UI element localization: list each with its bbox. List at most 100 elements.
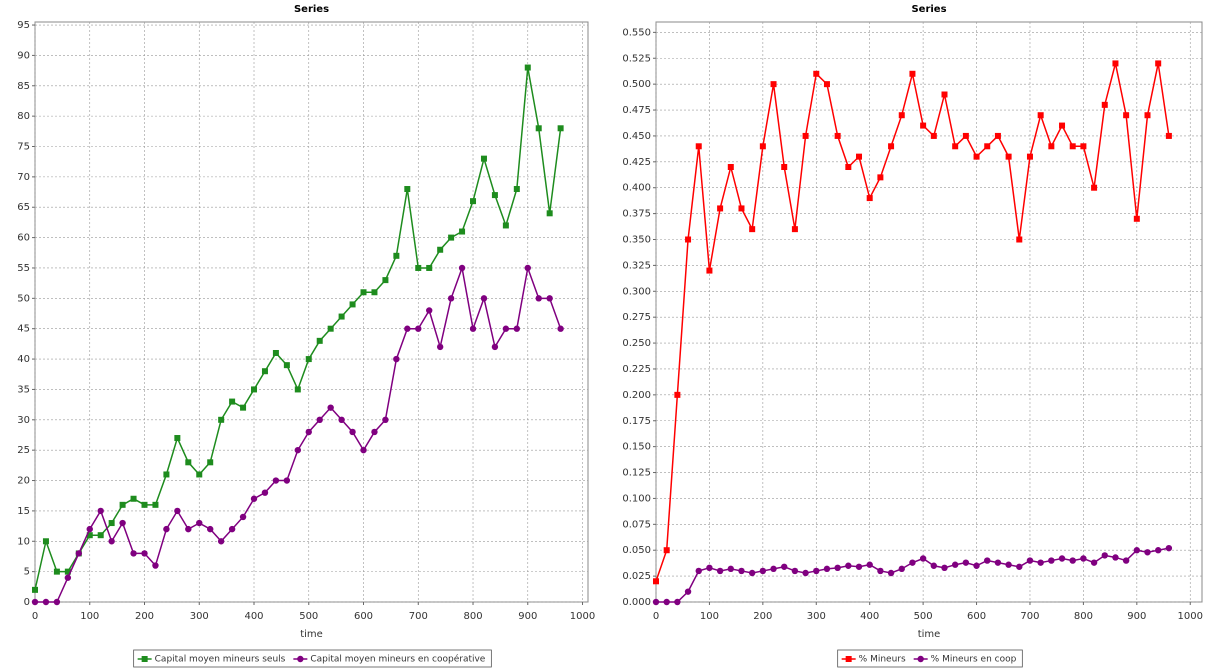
legend-box — [837, 649, 1023, 668]
x-tick-label: 300 — [190, 611, 209, 622]
y-tick-label: 0.225 — [622, 364, 651, 375]
x-tick-label: 600 — [967, 611, 986, 622]
marker — [196, 471, 203, 478]
x-axis-label: time — [918, 629, 941, 640]
marker — [1005, 153, 1012, 160]
marker — [393, 355, 400, 363]
marker — [557, 325, 564, 332]
x-tick-label: 300 — [807, 611, 826, 622]
marker — [1090, 559, 1098, 566]
marker — [437, 246, 444, 253]
marker — [316, 337, 323, 344]
marker — [717, 205, 724, 212]
marker — [1069, 557, 1076, 564]
marker — [813, 70, 820, 77]
marker — [984, 143, 991, 150]
marker — [86, 532, 93, 539]
marker — [218, 416, 225, 423]
marker — [459, 228, 466, 235]
y-tick-label: 0.075 — [622, 519, 651, 530]
marker — [42, 598, 50, 606]
marker — [727, 565, 734, 573]
marker — [480, 155, 487, 162]
marker — [652, 598, 660, 606]
marker — [513, 186, 520, 193]
marker — [663, 598, 670, 606]
marker — [32, 586, 38, 593]
y-tick-label: 5 — [24, 567, 30, 578]
marker — [917, 655, 924, 663]
marker — [1101, 552, 1108, 559]
marker — [887, 569, 895, 577]
marker — [1112, 60, 1119, 67]
marker — [491, 192, 498, 199]
marker — [738, 567, 745, 575]
marker — [685, 236, 692, 243]
y-tick-label: 0.100 — [622, 493, 651, 504]
marker — [973, 562, 980, 569]
marker — [207, 525, 214, 533]
y-tick-label: 0.050 — [622, 545, 651, 556]
marker — [415, 264, 422, 271]
y-tick-label: 0.375 — [622, 209, 651, 220]
marker — [251, 386, 258, 393]
marker — [984, 557, 991, 564]
y-tick-label: 0.200 — [622, 390, 651, 401]
marker — [130, 550, 137, 557]
y-tick-label: 45 — [17, 324, 30, 335]
legend-box — [133, 649, 492, 668]
y-tick-label: 0.150 — [622, 442, 651, 453]
chart: Series 0.000 0.025 0.050 0.075 0.100 0.125 0.15… — [622, 4, 1203, 668]
marker — [716, 567, 724, 575]
marker — [371, 289, 378, 296]
y-tick-label: 25 — [17, 445, 30, 456]
legend: Capital moyen mineurs seuls Capital moyen… — [133, 649, 492, 668]
marker — [382, 277, 389, 284]
marker — [524, 64, 531, 71]
marker — [305, 356, 312, 363]
marker — [802, 569, 809, 577]
x-tick-label: 800 — [1074, 611, 1093, 622]
marker — [695, 567, 702, 575]
marker — [119, 519, 126, 527]
marker — [557, 125, 564, 132]
marker — [1026, 557, 1034, 564]
marker — [727, 164, 734, 170]
x-tick-label: 400 — [860, 611, 879, 622]
y-tick-label: 75 — [17, 142, 30, 153]
x-tick-label: 600 — [354, 611, 373, 622]
marker — [1112, 554, 1119, 561]
y-tick-label: 0.000 — [622, 597, 651, 608]
marker — [1016, 563, 1023, 570]
marker — [1048, 143, 1055, 150]
marker — [920, 122, 927, 129]
marker — [748, 569, 756, 577]
marker — [174, 435, 181, 442]
marker — [845, 164, 852, 170]
marker — [174, 507, 181, 515]
marker — [845, 656, 852, 662]
x-tick-label: 400 — [244, 611, 263, 622]
marker — [1155, 60, 1162, 67]
plot-area — [655, 21, 1203, 603]
y-tick-label: 20 — [17, 476, 30, 487]
y-tick-label: 90 — [17, 50, 30, 61]
marker — [349, 428, 356, 436]
marker — [684, 588, 692, 595]
marker — [1091, 184, 1098, 191]
marker — [951, 561, 959, 568]
legend: % Mineurs % Mineurs en coop — [837, 649, 1023, 668]
marker — [546, 295, 553, 302]
marker — [196, 519, 203, 527]
marker — [327, 325, 334, 332]
legend-label: Capital moyen mineurs en coopérative — [310, 654, 485, 665]
y-tick-label: 40 — [17, 354, 30, 365]
marker — [404, 325, 411, 332]
marker — [371, 428, 378, 436]
x-tick-label: 500 — [914, 611, 933, 622]
y-tick-label: 35 — [17, 384, 30, 395]
marker — [791, 567, 799, 575]
chart-title: Series — [294, 4, 329, 15]
marker — [1016, 236, 1023, 243]
